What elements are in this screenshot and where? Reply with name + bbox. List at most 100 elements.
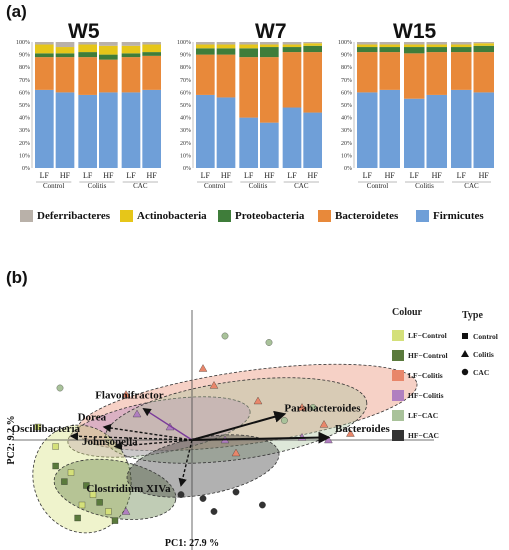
bar-segment-firmicutes <box>426 94 447 168</box>
y-tick-label: 30% <box>19 128 30 134</box>
bar-segment-deferribacteres <box>142 42 161 45</box>
y-tick-label: 0% <box>22 166 30 172</box>
legend-label: Firmicutes <box>433 210 484 222</box>
group-label: Control <box>367 182 388 190</box>
bar-label: HF <box>264 171 275 180</box>
bar-segment-actinobacteria <box>357 44 378 48</box>
bar-segment-proteobacteria <box>239 48 258 58</box>
bar-segment-actinobacteria <box>78 44 97 53</box>
bar-segment-deferribacteres <box>121 42 141 46</box>
bar-segment-bacteroidetes <box>239 57 258 118</box>
data-point <box>319 420 329 428</box>
legend-swatch <box>120 210 133 222</box>
y-tick-label: 60% <box>341 90 352 96</box>
y-tick-label: 50% <box>341 103 352 109</box>
bar-segment-deferribacteres <box>216 42 236 45</box>
y-tick-label: 80% <box>19 65 30 71</box>
bar-segment-firmicutes <box>451 89 472 168</box>
bar-segment-firmicutes <box>379 89 400 168</box>
bar-segment-deferribacteres <box>55 42 75 48</box>
legend-label: Actinobacteria <box>137 210 207 222</box>
bar-label: HF <box>103 171 114 180</box>
x-axis-label: PC1: 27.9 % <box>165 538 219 549</box>
data-point <box>89 491 97 498</box>
taxon-label: Dorea <box>78 412 107 424</box>
data-point <box>111 517 119 524</box>
y-tick-label: 10% <box>180 153 191 159</box>
bar-segment-proteobacteria <box>426 47 447 53</box>
data-point <box>198 364 208 372</box>
data-point <box>221 332 229 340</box>
data-point <box>281 417 288 424</box>
bar-segment-proteobacteria <box>99 54 118 60</box>
y-tick-label: 30% <box>341 128 352 134</box>
y-tick-label: 60% <box>19 90 30 96</box>
bar-segment-proteobacteria <box>142 52 161 56</box>
colour-legend-label: LF−Control <box>408 331 447 340</box>
bar-label: LF <box>457 171 467 180</box>
bar-segment-bacteroidetes <box>357 52 378 93</box>
y-tick-label: 40% <box>180 116 191 122</box>
type-legend-marker <box>461 350 469 357</box>
bar-label: LF <box>244 171 254 180</box>
y-tick-label: 80% <box>341 65 352 71</box>
colour-legend-label: HF−CAC <box>408 431 439 440</box>
legend-swatch <box>416 210 429 222</box>
taxon-label: Bacteroides <box>335 423 391 435</box>
data-point <box>61 478 68 485</box>
y-tick-label: 100% <box>177 40 191 46</box>
colour-legend-swatch <box>392 390 404 401</box>
bar-label: HF <box>221 171 232 180</box>
data-point <box>232 488 240 496</box>
bar-segment-bacteroidetes <box>216 54 236 98</box>
bar-label: LF <box>410 171 420 180</box>
data-point <box>209 381 219 389</box>
bar-segment-deferribacteres <box>35 42 54 45</box>
bar-segment-actinobacteria <box>142 44 161 53</box>
bar-label: HF <box>432 171 443 180</box>
data-point <box>210 508 218 515</box>
loading-arrow-clostridium-xiva <box>178 439 193 487</box>
bar-segment-bacteroidetes <box>35 57 54 90</box>
bar-segment-deferribacteres <box>282 42 302 45</box>
bar-segment-proteobacteria <box>216 48 236 55</box>
y-tick-label: 0% <box>344 166 352 172</box>
bar-segment-actinobacteria <box>260 44 279 48</box>
taxon-label: Johnsonella <box>82 436 138 448</box>
data-point <box>121 507 131 515</box>
y-tick-label: 30% <box>180 128 191 134</box>
y-tick-label: 10% <box>19 153 30 159</box>
y-tick-label: 20% <box>19 141 30 147</box>
bar-segment-actinobacteria <box>35 44 54 54</box>
colour-legend-title: Colour <box>392 307 423 318</box>
legend-swatch <box>20 210 33 222</box>
bar-segment-bacteroidetes <box>142 55 161 90</box>
y-tick-label: 70% <box>19 78 30 84</box>
y-tick-label: 40% <box>341 116 352 122</box>
loading-arrow-johnsonella <box>113 439 193 451</box>
data-point <box>309 404 317 411</box>
loading-arrow-flavonifractor <box>142 408 193 441</box>
data-point <box>34 423 42 431</box>
bar-segment-bacteroidetes <box>303 52 322 113</box>
bar-label: LF <box>83 171 93 180</box>
bar-segment-firmicutes <box>404 98 425 168</box>
y-tick-label: 100% <box>16 40 30 46</box>
bar-segment-firmicutes <box>142 89 161 168</box>
data-point <box>67 469 75 476</box>
group-label: Control <box>204 182 225 190</box>
week-label-w15: W15 <box>393 20 437 43</box>
bar-segment-bacteroidetes <box>99 59 118 93</box>
data-point <box>83 482 90 489</box>
colour-legend-label: HF−Colitis <box>408 391 444 400</box>
y-tick-label: 10% <box>341 153 352 159</box>
bar-label: HF <box>308 171 319 180</box>
y-tick-label: 70% <box>341 78 352 84</box>
bar-segment-proteobacteria <box>379 47 400 53</box>
y-tick-label: 40% <box>19 116 30 122</box>
colour-legend-label: LF−CAC <box>408 411 438 420</box>
bar-segment-deferribacteres <box>473 42 494 44</box>
group-label: CAC <box>294 182 309 190</box>
bar-segment-deferribacteres <box>451 42 472 45</box>
bar-label: LF <box>40 171 50 180</box>
